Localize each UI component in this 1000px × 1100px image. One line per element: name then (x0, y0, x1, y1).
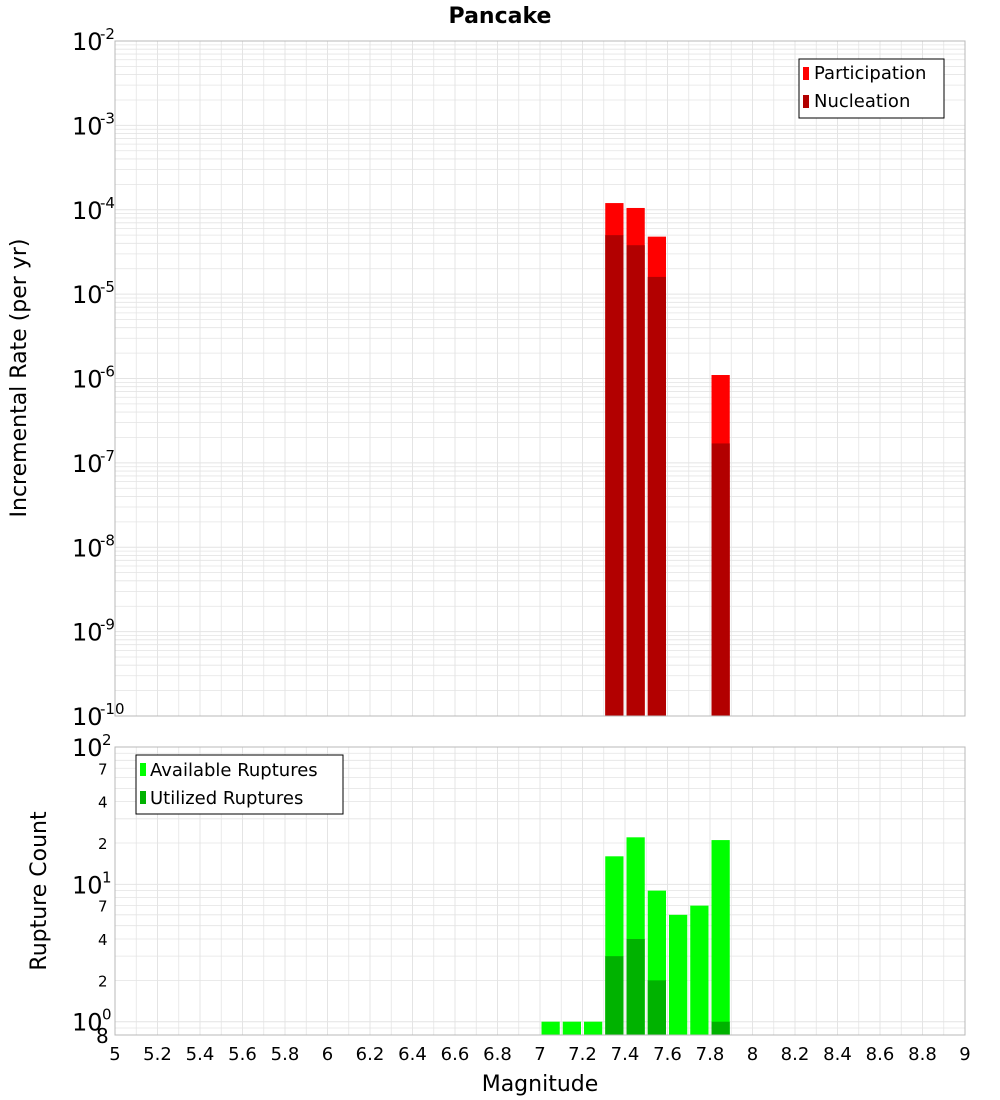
bar-front (711, 1021, 730, 1035)
y-tick-label: 4 (98, 931, 108, 949)
y-tick-label: 2 (98, 972, 108, 990)
rate-plot-legend: Participation Nucleation (798, 58, 945, 119)
x-tick-label: 8.6 (866, 1044, 895, 1065)
legend-swatch-nucleation (803, 95, 809, 108)
y-tick-label: 10 (72, 871, 103, 899)
y-tick-exponent: -5 (100, 278, 115, 296)
x-tick-label: 7.6 (653, 1044, 682, 1065)
bar-back (690, 905, 709, 1035)
y-tick-label: 2 (98, 835, 108, 853)
rate-plot: 10-210-310-410-510-610-710-810-910-10 In… (7, 25, 966, 731)
bar-front (626, 939, 645, 1035)
count-plot-x-ticks: 5 5.2 5.4 5.6 5.8 6 6.2 6.4 6.6 6.8 7 7.2 7.4 7.6 7.8 8… (109, 1044, 970, 1065)
x-tick-label: 5.8 (271, 1044, 300, 1065)
count-plot-y-axis-label: Rupture Count (27, 811, 52, 971)
y-tick-exponent: -4 (100, 194, 115, 212)
chart-title: Pancake (449, 4, 552, 29)
y-tick-exponent: -2 (100, 25, 115, 43)
y-tick-exponent: -8 (100, 531, 115, 549)
bar-front (647, 980, 666, 1035)
y-tick-exponent: 1 (102, 868, 112, 886)
x-tick-label: 8 (747, 1044, 758, 1065)
x-tick-label: 5.6 (228, 1044, 257, 1065)
legend-swatch-participation (803, 67, 809, 80)
bar-back (584, 1021, 603, 1035)
bar-back (541, 1021, 560, 1035)
y-tick-label: 10 (72, 703, 103, 731)
bar-front (605, 956, 624, 1035)
x-tick-label: 6.4 (398, 1044, 427, 1065)
x-tick-label: 7 (534, 1044, 545, 1065)
legend-label-utilized: Utilized Ruptures (150, 788, 303, 809)
x-tick-label: 5.4 (186, 1044, 215, 1065)
y-tick-label: 10 (72, 450, 103, 478)
bar-front (711, 443, 730, 716)
legend-box (798, 58, 945, 119)
x-tick-label: 7.8 (696, 1044, 725, 1065)
legend-swatch-utilized (140, 791, 146, 804)
rate-plot-frame (114, 40, 966, 717)
x-tick-label: 6 (322, 1044, 333, 1065)
y-tick-exponent: -3 (100, 109, 115, 127)
legend-swatch-available (140, 763, 146, 776)
y-tick-label: 4 (98, 794, 108, 812)
y-tick-label: 10 (72, 619, 103, 647)
y-tick-label: 10 (72, 28, 103, 56)
y-tick-label: 7 (98, 760, 108, 778)
y-tick-exponent: -10 (100, 700, 125, 718)
y-tick-label: 8 (96, 1024, 109, 1048)
x-tick-label: 6.2 (356, 1044, 385, 1065)
x-tick-label: 7.4 (611, 1044, 640, 1065)
y-tick-exponent: 0 (102, 1006, 112, 1024)
legend-label-participation: Participation (814, 63, 926, 84)
legend-box (135, 754, 344, 815)
legend-label-nucleation: Nucleation (814, 91, 910, 112)
bar-front (647, 276, 666, 716)
rate-plot-grid (114, 40, 966, 717)
bar-front (605, 235, 624, 716)
y-tick-label: 7 (98, 898, 108, 916)
bar-back (669, 914, 688, 1035)
y-tick-exponent: -9 (100, 616, 115, 634)
x-tick-label: 8.2 (781, 1044, 810, 1065)
x-tick-label: 8.4 (823, 1044, 852, 1065)
rate-plot-y-axis-label: Incremental Rate (per yr) (7, 239, 32, 518)
y-tick-label: 10 (72, 366, 103, 394)
x-tick-label: 5.2 (143, 1044, 172, 1065)
x-tick-label: 9 (959, 1044, 970, 1065)
bar-front (626, 245, 645, 717)
y-tick-label: 10 (72, 112, 103, 140)
y-tick-label: 10 (72, 281, 103, 309)
y-tick-exponent: -7 (100, 447, 115, 465)
count-plot-legend: Available Ruptures Utilized Ruptures (135, 754, 344, 815)
y-tick-label: 10 (72, 734, 103, 762)
y-tick-label: 10 (72, 534, 103, 562)
rate-plot-bars (605, 203, 730, 717)
bar-back (711, 840, 730, 1035)
rate-plot-y-ticks: 10-210-310-410-510-610-710-810-910-10 (72, 25, 125, 731)
y-tick-label: 10 (72, 1009, 103, 1037)
y-tick-label: 10 (72, 197, 103, 225)
legend-label-available: Available Ruptures (150, 760, 318, 781)
x-axis-label: Magnitude (482, 1072, 599, 1097)
x-tick-label: 6.6 (441, 1044, 470, 1065)
count-plot-bars (541, 837, 730, 1035)
count-plot-grid (114, 746, 966, 1036)
x-tick-label: 7.2 (568, 1044, 597, 1065)
bar-back (562, 1021, 581, 1035)
x-tick-label: 6.8 (483, 1044, 512, 1065)
x-tick-label: 8.8 (908, 1044, 937, 1065)
count-plot-frame (114, 746, 966, 1036)
y-tick-exponent: 2 (102, 731, 112, 749)
y-tick-exponent: -6 (100, 363, 115, 381)
x-tick-label: 5 (109, 1044, 120, 1065)
